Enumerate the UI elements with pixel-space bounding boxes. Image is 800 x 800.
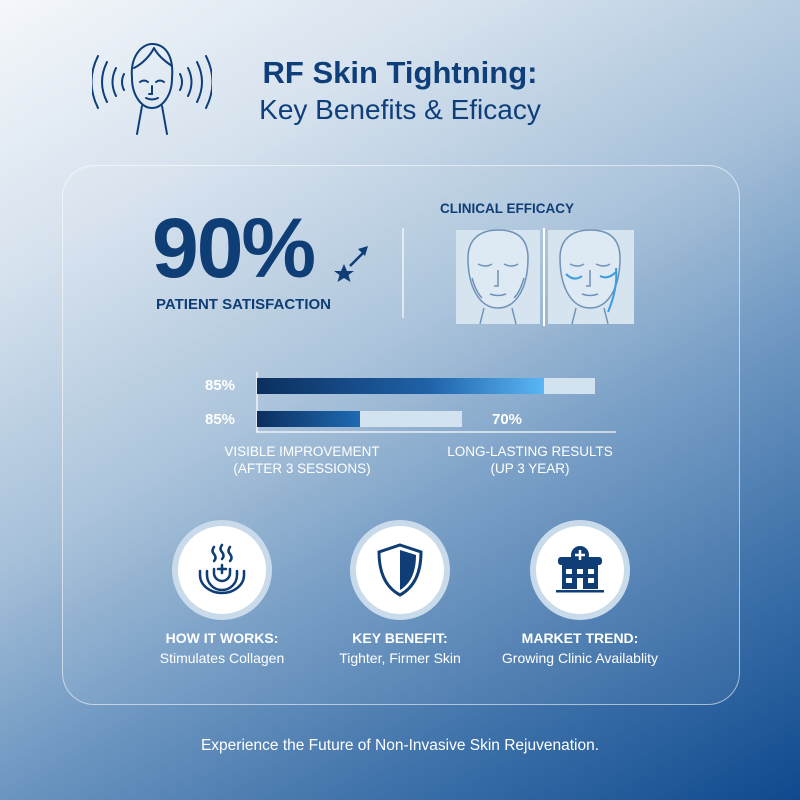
satisfaction-value: 90% bbox=[152, 201, 316, 295]
feature-title: HOW IT WORKS: bbox=[165, 630, 279, 646]
star-arrow-icon bbox=[334, 246, 368, 282]
feature-subtitle: Stimulates Collagen bbox=[159, 650, 285, 666]
feature-circle-market-trend bbox=[530, 520, 630, 620]
bar-1-track bbox=[257, 378, 595, 394]
caption-line: (UP 3 YEAR) bbox=[490, 461, 570, 476]
feature-title: KEY BENEFIT: bbox=[352, 630, 448, 646]
face-before-icon bbox=[456, 229, 540, 325]
caption-visible-improvement: VISIBLE IMPROVEMENT (AFTER 3 SESSIONS) bbox=[200, 443, 404, 477]
page-subtitle: Key Benefits & Eficacy bbox=[259, 94, 541, 125]
bar-2-fill bbox=[257, 411, 360, 427]
shield-icon bbox=[377, 543, 423, 597]
face-after-icon bbox=[548, 229, 634, 325]
clinical-efficacy-title: CLINICAL EFFICACY bbox=[440, 201, 574, 216]
feature-subtitle: Growing Clinic Availablity bbox=[501, 650, 659, 666]
caption-line: (AFTER 3 SESSIONS) bbox=[233, 461, 371, 476]
bar-2-label: 85% bbox=[205, 411, 236, 428]
feature-circle-key-benefit bbox=[350, 520, 450, 620]
feature-title: MARKET TREND: bbox=[521, 630, 639, 646]
feature-subtitle: Tighter, Firmer Skin bbox=[339, 650, 461, 666]
caption-line: LONG-LASTING RESULTS bbox=[447, 444, 613, 459]
page-title: RF Skin Tightning: bbox=[262, 55, 538, 90]
hospital-icon bbox=[556, 546, 604, 593]
satisfaction-label: PATIENT SATISFACTION bbox=[156, 296, 331, 313]
caption-long-lasting: LONG-LASTING RESULTS (UP 3 YEAR) bbox=[426, 443, 634, 477]
bar-baseline bbox=[256, 431, 616, 433]
footer-tagline: Experience the Future of Non-Invasive Sk… bbox=[200, 737, 600, 754]
face-comparison-image bbox=[456, 228, 634, 326]
bar-axis bbox=[256, 372, 258, 432]
caption-line: VISIBLE IMPROVEMENT bbox=[224, 444, 380, 459]
bar-2-track bbox=[257, 411, 462, 427]
feature-circle-how-it-works bbox=[172, 520, 272, 620]
bar-1-fill bbox=[257, 378, 545, 394]
bar-2-right-label: 70% bbox=[492, 411, 523, 428]
divider bbox=[402, 228, 404, 318]
bar-1-label: 85% bbox=[205, 377, 236, 394]
face-radio-waves-icon bbox=[92, 42, 212, 135]
heat-waves-icon bbox=[198, 543, 246, 595]
